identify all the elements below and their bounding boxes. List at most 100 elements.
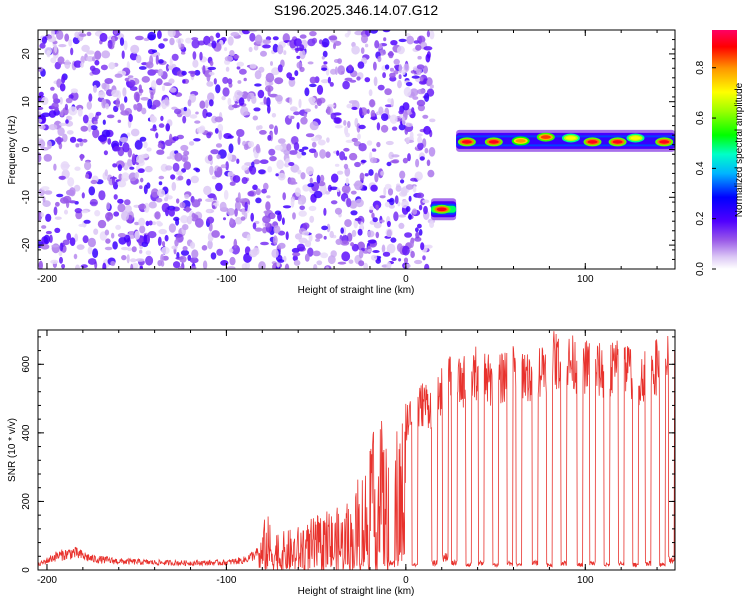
noise-blob [405, 184, 414, 190]
noise-blob [53, 163, 57, 171]
noise-blob [268, 81, 274, 86]
noise-blob [293, 142, 300, 151]
noise-blob [298, 210, 307, 217]
noise-blob [95, 111, 102, 116]
noise-blob [173, 261, 181, 269]
noise-blob [278, 242, 286, 249]
noise-blob [254, 220, 260, 225]
noise-blob [182, 246, 188, 251]
noise-blob [408, 195, 412, 202]
noise-blob [130, 263, 134, 269]
noise-blob [243, 143, 249, 150]
noise-blob [190, 175, 199, 184]
noise-blob [321, 38, 330, 48]
noise-blob [66, 130, 74, 135]
noise-blob [412, 96, 419, 100]
noise-blob [238, 97, 245, 106]
noise-blob [193, 138, 201, 142]
noise-blob [226, 266, 236, 269]
noise-blob [315, 238, 321, 242]
noise-blob [127, 75, 134, 79]
noise-blob [376, 122, 381, 131]
noise-blob [378, 49, 387, 56]
noise-blob [329, 186, 338, 191]
noise-blob [364, 43, 369, 48]
snr-ylabel: SNR (10 * v/v) [7, 418, 18, 482]
noise-blob [251, 95, 257, 104]
y-tick-label: 200 [21, 493, 32, 510]
noise-blob [304, 240, 312, 248]
noise-blob [222, 76, 229, 84]
noise-blob [250, 212, 254, 222]
noise-blob [321, 225, 328, 231]
noise-blob [292, 255, 298, 262]
noise-blob [167, 30, 176, 38]
noise-blob [244, 162, 253, 167]
noise-blob [75, 264, 80, 269]
noise-blob [194, 120, 201, 124]
noise-blob [80, 153, 84, 161]
noise-blob [134, 140, 143, 150]
noise-blob [393, 211, 399, 222]
noise-blob [38, 139, 46, 149]
noise-blob [197, 198, 202, 202]
noise-blob [184, 194, 190, 199]
noise-blob [69, 237, 76, 247]
noise-blob [419, 76, 424, 82]
noise-blob [181, 168, 187, 173]
noise-blob [373, 61, 377, 71]
snr-xlabel: Height of straight line (km) [298, 586, 415, 597]
noise-blob [43, 154, 52, 162]
noise-blob [177, 175, 184, 181]
noise-blob [351, 229, 357, 238]
noise-blob [111, 89, 120, 98]
noise-blob [93, 228, 99, 235]
noise-blob [369, 157, 378, 164]
noise-blob [424, 263, 430, 269]
noise-blob [297, 169, 302, 175]
spectrogram-ylabel: Frequency (Hz) [7, 116, 18, 185]
noise-blob [161, 246, 170, 255]
noise-blob [181, 51, 186, 55]
noise-blob [186, 178, 192, 186]
noise-blob [356, 123, 361, 133]
noise-blob [272, 36, 279, 41]
noise-blob [155, 197, 163, 203]
noise-blob [155, 55, 159, 65]
noise-blob [123, 40, 128, 51]
noise-blob [349, 79, 357, 83]
colorbar-tick-label: 0.8 [695, 60, 706, 74]
noise-blob [344, 167, 351, 177]
noise-blob [166, 156, 172, 160]
noise-blob [350, 190, 357, 195]
noise-blob [271, 113, 277, 118]
noise-blob [393, 58, 400, 65]
noise-blob [296, 243, 305, 252]
noise-blob [207, 66, 217, 71]
noise-blob [51, 102, 59, 110]
noise-blob [317, 139, 326, 146]
x-tick-label: 100 [577, 274, 594, 285]
noise-blob [52, 93, 58, 101]
noise-blob [383, 187, 387, 197]
noise-blob [117, 233, 126, 238]
noise-blob [369, 99, 376, 108]
noise-blob [113, 211, 120, 217]
noise-blob [66, 115, 73, 121]
noise-blob [249, 63, 257, 69]
noise-blob [80, 264, 88, 269]
noise-blob [64, 103, 68, 111]
noise-blob [302, 146, 309, 150]
noise-blob [371, 212, 375, 219]
noise-blob [82, 235, 89, 244]
noise-blob [316, 84, 324, 95]
noise-blob [69, 136, 77, 143]
noise-blob [372, 250, 380, 253]
noise-blob [367, 249, 372, 253]
noise-blob [347, 120, 351, 129]
noise-blob [323, 61, 328, 65]
noise-blob [48, 124, 58, 131]
noise-blob [237, 136, 241, 146]
noise-blob [139, 225, 146, 234]
noise-blob [76, 244, 85, 250]
